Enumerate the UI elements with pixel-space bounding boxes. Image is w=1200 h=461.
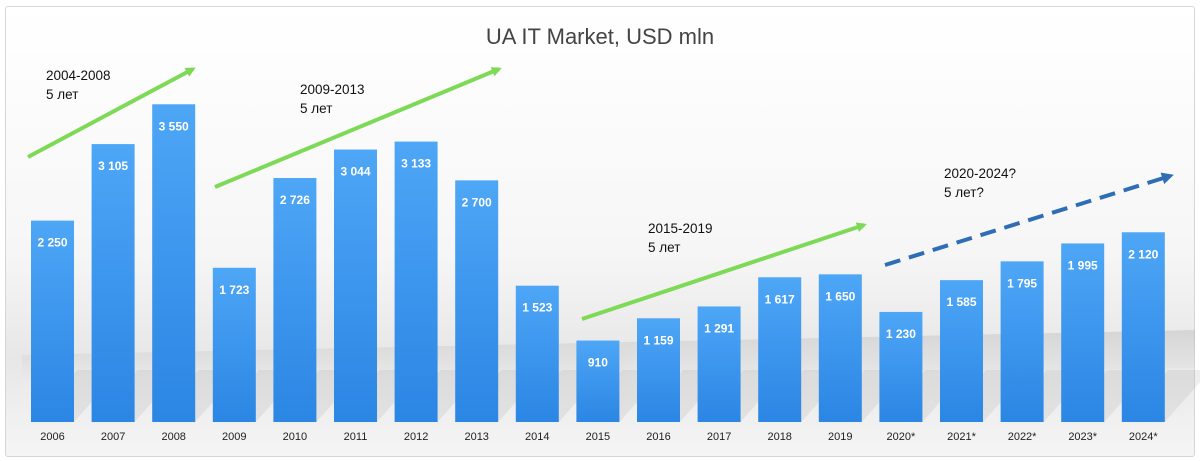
value-label: 910	[588, 356, 608, 370]
bar-2015	[576, 340, 620, 422]
annotation-note-0: 5 лет	[46, 87, 78, 102]
value-label: 2 700	[462, 195, 492, 209]
x-tick-label: 2014	[525, 431, 549, 443]
value-label: 1 723	[219, 283, 249, 297]
x-tick-label: 2021*	[947, 431, 976, 443]
x-tick-label: 2018	[767, 431, 791, 443]
x-tick-label: 2011	[344, 431, 368, 443]
bar-2007	[91, 144, 135, 423]
x-tick-label: 2017	[707, 431, 731, 443]
x-tick-label: 2009	[222, 431, 246, 443]
x-tick-label: 2016	[646, 431, 670, 443]
value-label: 1 617	[765, 292, 795, 306]
bar-2011	[334, 149, 377, 422]
annotation-period-2: 2015-2019	[648, 221, 713, 236]
x-tick-label: 2024*	[1129, 431, 1158, 443]
trend-arrow-2009-2013: 2009-2013 5 лет	[214, 67, 502, 189]
bar-2012	[394, 141, 438, 422]
trend-arrow-2	[581, 222, 867, 321]
value-label: 3 105	[98, 159, 128, 173]
value-label: 2 726	[280, 193, 310, 207]
trend-arrow-2004-2008: 2004-2008 5 лет	[27, 67, 196, 159]
value-label: 1 650	[825, 289, 855, 303]
value-labels: 2 250 3 105 3 550 1 723 2 726 3 044 3 133 2 700…	[37, 119, 1158, 369]
bar-2008	[152, 104, 196, 423]
value-label: 1 585	[946, 295, 976, 309]
value-label: 2 250	[37, 236, 67, 250]
value-label: 2 120	[1128, 247, 1158, 261]
bar-2014	[515, 285, 559, 422]
bar-2009	[212, 267, 256, 422]
trend-arrow-2015-2019: 2015-2019 5 лет	[581, 221, 867, 321]
annotation-note-3: 5 лет?	[944, 185, 984, 200]
x-tick-label: 2019	[828, 431, 852, 443]
x-tick-label: 2020*	[887, 431, 916, 443]
value-label: 1 159	[643, 333, 673, 347]
bar-2021-forecast	[940, 280, 983, 422]
annotation-period-0: 2004-2008	[46, 68, 111, 83]
annotation-note-1: 5 лет	[300, 101, 332, 116]
bar-2022-forecast	[1000, 261, 1044, 422]
annotation-period-1: 2009-2013	[300, 82, 365, 97]
bar-2023-forecast	[1061, 243, 1105, 422]
x-tick-label: 2022*	[1008, 431, 1037, 443]
bar-2024-forecast	[1121, 232, 1165, 422]
bar-2006	[31, 220, 74, 422]
trend-arrow-0	[27, 67, 196, 159]
bar-2020-forecast	[879, 311, 923, 422]
x-tick-label: 2015	[586, 431, 610, 443]
x-tick-label: 2006	[40, 431, 64, 443]
bar-2010	[273, 178, 317, 422]
value-label: 1 795	[1007, 276, 1037, 290]
bar-2013	[455, 180, 499, 422]
value-label: 1 995	[1068, 258, 1098, 272]
bar-2017	[697, 306, 741, 422]
value-label: 3 133	[401, 157, 431, 171]
chart-title: UA IT Market, USD mln	[486, 24, 714, 49]
x-tick-labels: 2006 2007 2008 2009 2010 2011 2012 2013 2014 2015…	[40, 431, 1158, 443]
x-tick-label: 2007	[101, 431, 125, 443]
annotation-period-3: 2020-2024?	[944, 166, 1016, 181]
value-label: 1 523	[522, 301, 552, 315]
x-tick-label: 2010	[283, 431, 307, 443]
bar-2018	[758, 277, 802, 422]
x-tick-label: 2012	[404, 431, 428, 443]
bars	[31, 104, 1165, 423]
x-tick-label: 2023*	[1068, 431, 1097, 443]
bar-2016	[637, 318, 680, 422]
x-tick-label: 2013	[464, 431, 488, 443]
trend-arrow-2020-2024: 2020-2024? 5 лет?	[884, 166, 1174, 267]
trend-arrow-1	[214, 67, 502, 189]
value-label: 1 230	[886, 327, 916, 341]
value-label: 1 291	[704, 321, 734, 335]
value-label: 3 550	[159, 119, 189, 133]
value-label: 3 044	[340, 165, 370, 179]
annotation-note-2: 5 лет	[648, 240, 680, 255]
x-tick-label: 2008	[161, 431, 185, 443]
bar-2019	[818, 274, 862, 422]
